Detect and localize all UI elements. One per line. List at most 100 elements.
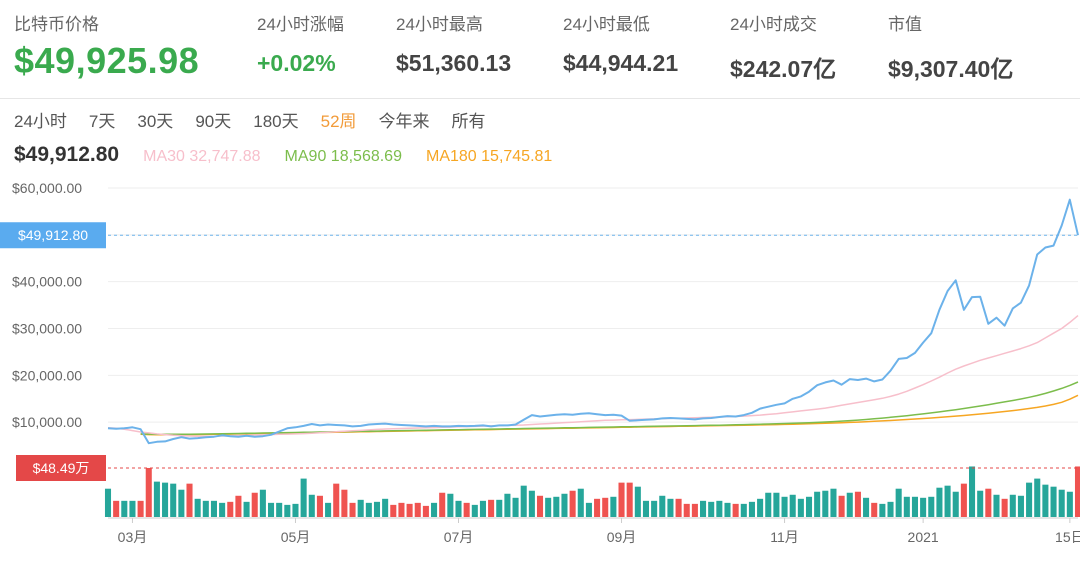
stat-high: 24小时最高 $51,360.13 [396, 14, 511, 77]
volume-bar [724, 502, 731, 517]
stat-high-label: 24小时最高 [396, 15, 483, 34]
volume-bar [259, 489, 266, 517]
tab-all[interactable]: 所有 [451, 112, 486, 131]
volume-bar [594, 498, 601, 517]
volume-bar [846, 492, 853, 517]
volume-bar [365, 502, 372, 517]
volume-bar [194, 498, 201, 517]
volume-bar [895, 488, 902, 517]
volume-bar [757, 498, 764, 517]
stat-market-cap-value: $9,307.40亿 [888, 56, 1014, 82]
tab-30d[interactable]: 30天 [137, 112, 174, 131]
volume-bar [740, 503, 747, 517]
volume-bar [642, 500, 650, 517]
volume-bar [178, 489, 185, 517]
volume-bar [691, 503, 698, 517]
volume-bar [944, 485, 951, 517]
stat-volume: 24小时成交 $242.07亿 [730, 14, 836, 84]
stat-volume-label: 24小时成交 [730, 15, 817, 34]
volume-bar [610, 496, 617, 517]
volume-bar [121, 500, 128, 517]
x-tick-label: 11月 [770, 529, 799, 545]
volume-bar [1026, 482, 1033, 517]
x-tick-label: 15日 [1055, 529, 1080, 545]
volume-bar [170, 483, 177, 517]
volume-bar [113, 500, 120, 517]
volume-bar [887, 501, 894, 517]
tab-90d[interactable]: 90天 [195, 112, 232, 131]
volume-marker-label: $48.49万 [33, 460, 90, 476]
x-tick-label: 07月 [444, 529, 474, 545]
legend-ma180-value: 15,745.81 [481, 148, 553, 165]
volume-bar [1066, 491, 1073, 517]
volume-bar [496, 499, 503, 517]
volume-bar [186, 483, 193, 517]
volume-bar [349, 502, 356, 517]
tab-ytd[interactable]: 今年来 [378, 112, 430, 131]
volume-bar [553, 496, 560, 517]
volume-bar [602, 497, 609, 517]
stat-low-value: $44,944.21 [563, 50, 679, 76]
x-tick-label: 03月 [118, 529, 148, 545]
volume-bar [243, 501, 250, 517]
volume-bar [1074, 466, 1080, 517]
volume-bar [1001, 498, 1008, 517]
volume-bar [153, 481, 160, 517]
volume-bar [683, 503, 690, 517]
volume-bar [104, 488, 112, 517]
volume-bar [145, 467, 152, 517]
tab-52w[interactable]: 52周 [320, 112, 357, 131]
volume-bar [814, 491, 821, 517]
volume-bar [781, 496, 788, 517]
volume-bar [162, 482, 169, 517]
legend-ma180: MA180 15,745.81 [426, 148, 552, 166]
volume-bar [879, 503, 886, 517]
volume-bar [284, 504, 291, 517]
volume-bar [545, 497, 552, 517]
x-tick-label: 09月 [607, 529, 637, 545]
legend-ma180-label: MA180 [425, 148, 477, 165]
stat-market-cap-label: 市值 [888, 15, 922, 34]
volume-bar [267, 502, 275, 517]
volume-bar [1017, 495, 1024, 517]
volume-bar [447, 493, 454, 517]
volume-bar [471, 504, 478, 517]
volume-bar [1009, 494, 1016, 517]
x-tick-label: 2021 [908, 529, 939, 545]
volume-bar [210, 500, 217, 517]
volume-bar [577, 488, 584, 517]
tab-180d[interactable]: 180天 [253, 112, 299, 131]
stat-price-label: 比特币价格 [14, 15, 99, 34]
volume-bar [357, 499, 364, 517]
volume-bar [406, 503, 413, 517]
price-marker-box [0, 222, 106, 249]
volume-bar [651, 500, 658, 517]
volume-bar [960, 483, 967, 517]
volume-bar [732, 503, 739, 517]
volume-bar [373, 501, 381, 517]
volume-bar [1034, 478, 1041, 517]
volume-bar [626, 482, 633, 517]
volume-bar [504, 493, 511, 517]
volume-bar [431, 502, 438, 517]
price-line [107, 198, 1079, 445]
volume-bar [512, 497, 519, 517]
volume-marker-box [16, 455, 106, 481]
tab-24h[interactable]: 24小时 [14, 112, 67, 131]
volume-bar [455, 500, 462, 517]
tab-7d[interactable]: 7天 [88, 112, 116, 131]
volume-bar [488, 499, 495, 517]
volume-bar [439, 492, 446, 517]
header-divider [0, 98, 1080, 99]
legend-ma90: MA90 18,568.69 [285, 148, 402, 166]
volume-bar [569, 490, 576, 517]
volume-bar [854, 491, 861, 517]
price-chart[interactable]: $60,000.00$50,000.00$40,000.00$30,000.00… [0, 172, 1080, 562]
volume-bar [936, 487, 943, 517]
legend-ma30-value: 32,747.88 [189, 148, 261, 165]
volume-bar [928, 496, 935, 517]
legend-ma30: MA30 32,747.88 [143, 148, 260, 166]
volume-bar [700, 500, 707, 517]
volume-bar [235, 495, 242, 517]
volume-bar [341, 489, 348, 517]
